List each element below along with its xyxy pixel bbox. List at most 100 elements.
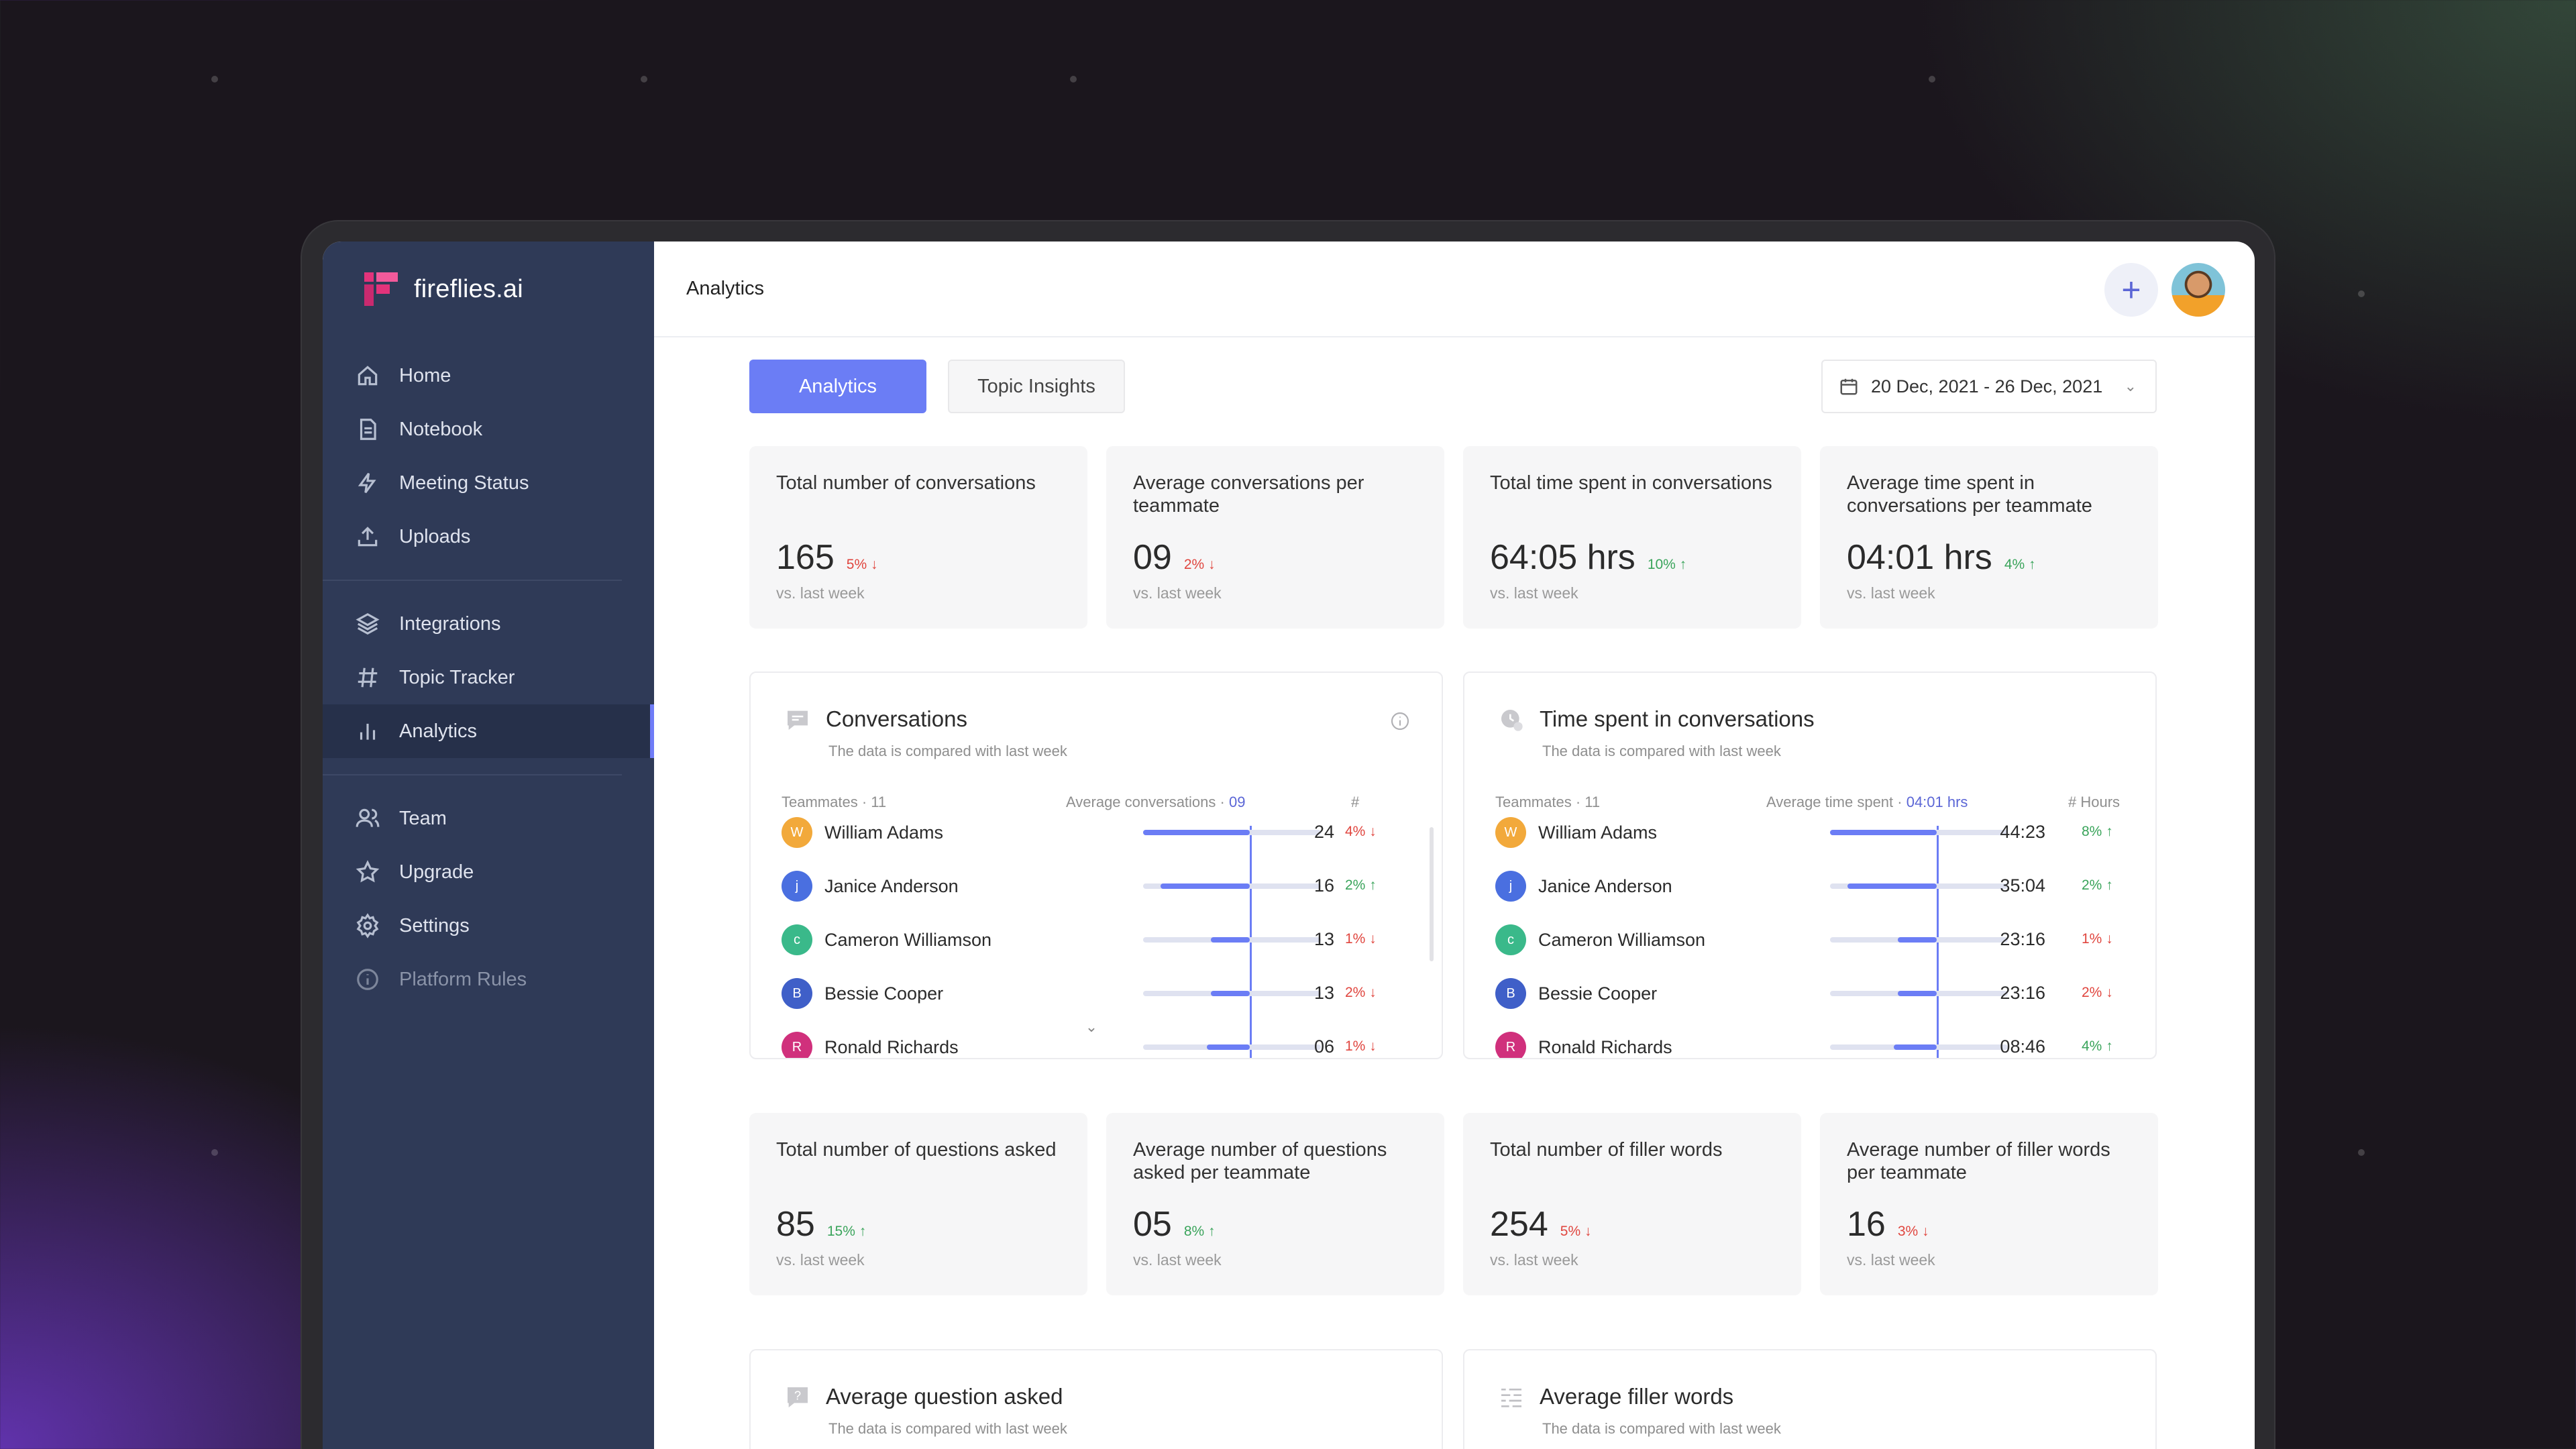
stat-card: Average time spent in conversations per …: [1820, 446, 2158, 629]
stat-delta: 3% ↓: [1897, 1224, 1929, 1239]
star-icon: [356, 860, 380, 883]
teammate-delta: 2% ↓: [1345, 985, 1377, 1000]
logo[interactable]: fireflies.ai: [363, 271, 523, 307]
stat-delta: 5% ↓: [1560, 1224, 1592, 1239]
teammate-value: 16: [1313, 875, 1334, 896]
teammate-row[interactable]: R Ronald Richards: [782, 1030, 959, 1058]
background-dot: [211, 1149, 218, 1156]
column-header-teammates: Teammates · 11: [782, 794, 887, 810]
date-range-picker[interactable]: 20 Dec, 2021 - 26 Dec, 2021 ⌄: [1821, 360, 2157, 413]
stat-value: 85: [776, 1205, 815, 1244]
stat-label: Total number of conversations: [776, 472, 1036, 494]
teammate-avatar: R: [1495, 1032, 1526, 1058]
teammate-row[interactable]: j Janice Anderson: [782, 869, 959, 903]
clock-user-icon: [1501, 710, 1523, 731]
teammate-name: Janice Anderson: [824, 875, 959, 896]
sidebar-item-upgrade[interactable]: Upgrade: [323, 845, 654, 899]
background-dot: [2358, 290, 2365, 297]
average-marker-line: [1937, 826, 1939, 1058]
sidebar-divider: [323, 774, 622, 775]
stat-label: Average time spent in conversations per …: [1847, 472, 2092, 517]
bar-fill: [1847, 883, 1937, 889]
info-icon[interactable]: [1389, 710, 1411, 732]
teammate-delta: 4% ↓: [1345, 824, 1377, 839]
stat-label: Total number of filler words: [1490, 1139, 1723, 1161]
stat-label: Total time spent in conversations: [1490, 472, 1772, 494]
stat-value: 254: [1490, 1205, 1548, 1244]
stat-compare-label: vs. last week: [1490, 1251, 1578, 1269]
teammate-row[interactable]: j Janice Anderson: [1495, 869, 1672, 903]
teammate-value: 23:16: [2000, 983, 2045, 1003]
sidebar-item-analytics[interactable]: Analytics: [323, 704, 654, 758]
tab-analytics[interactable]: Analytics: [749, 360, 926, 413]
bar-fill: [1207, 1044, 1250, 1050]
chevron-down-icon: ⌄: [2124, 378, 2137, 394]
avatar[interactable]: [2171, 263, 2225, 317]
teammate-row[interactable]: W William Adams: [782, 816, 943, 849]
sidebar-item-label: Settings: [399, 914, 470, 936]
sidebar-item-label: Notebook: [399, 418, 483, 440]
sidebar-item-meeting-status[interactable]: Meeting Status: [323, 456, 654, 510]
teammate-name: Bessie Cooper: [824, 983, 944, 1004]
fireflies-logo-icon: [364, 272, 398, 306]
stat-compare-label: vs. last week: [776, 1251, 865, 1269]
column-header-hours: # Hours: [2068, 794, 2121, 810]
stat-label: Average number of filler words per teamm…: [1847, 1139, 2110, 1183]
teammate-name: Janice Anderson: [1538, 875, 1672, 896]
sidebar-item-team[interactable]: Team: [323, 792, 654, 845]
panel-subtitle: The data is compared with last week: [1542, 1420, 1781, 1437]
conversations-panel: Conversations The data is compared with …: [749, 672, 1443, 1059]
layers-icon: [356, 612, 380, 635]
background-dot: [2358, 1149, 2365, 1156]
hashtag-icon: [358, 667, 378, 688]
teammate-name: Ronald Richards: [1538, 1036, 1672, 1057]
filler-words-icon: [1501, 1389, 1521, 1407]
teammate-name: Cameron Williamson: [824, 929, 992, 950]
svg-text:?: ?: [794, 1388, 801, 1402]
bar-chart-icon: [360, 723, 376, 740]
add-button[interactable]: +: [2104, 263, 2158, 317]
sidebar-divider: [323, 580, 622, 581]
teammate-row[interactable]: c Cameron Williamson: [1495, 923, 1705, 957]
date-range-value: 20 Dec, 2021 - 26 Dec, 2021: [1871, 376, 2103, 396]
sidebar-item-label: Integrations: [399, 612, 501, 635]
teammate-row[interactable]: R Ronald Richards: [1495, 1030, 1672, 1058]
expand-button[interactable]: ⌄: [1078, 1014, 1105, 1040]
teammate-avatar: j: [1495, 871, 1526, 902]
stat-card: Total time spent in conversations 64:05 …: [1463, 446, 1801, 629]
sidebar-item-settings[interactable]: Settings: [323, 899, 654, 953]
background-dot: [1929, 76, 1935, 83]
sidebar-item-notebook[interactable]: Notebook: [323, 402, 654, 456]
stat-value: 09: [1133, 538, 1172, 577]
sidebar-item-home[interactable]: Home: [323, 349, 654, 402]
teammate-value: 13: [1313, 983, 1334, 1003]
upload-icon: [358, 527, 378, 547]
teammate-avatar: B: [782, 978, 812, 1009]
teammate-row[interactable]: B Bessie Cooper: [782, 977, 943, 1010]
page-title: Analytics: [686, 278, 765, 299]
sidebar-item-topic-tracker[interactable]: Topic Tracker: [323, 651, 654, 704]
stat-delta: 8% ↑: [1183, 1224, 1216, 1239]
scrollbar[interactable]: [1430, 827, 1434, 961]
app-name: fireflies.ai: [414, 274, 523, 303]
sidebar-item-platform-rules[interactable]: Platform Rules: [323, 953, 654, 1006]
teammate-delta: 2% ↑: [2082, 877, 2113, 893]
sidebar-item-integrations[interactable]: Integrations: [323, 597, 654, 651]
teammate-delta: 1% ↓: [1345, 1038, 1377, 1054]
sidebar-item-uploads[interactable]: Uploads: [323, 510, 654, 564]
panel-subtitle: The data is compared with last week: [1542, 743, 1781, 759]
background-dot: [641, 76, 647, 83]
panel-title: Average filler words: [1540, 1384, 1734, 1409]
info-icon: [357, 969, 378, 990]
teammate-row[interactable]: B Bessie Cooper: [1495, 977, 1657, 1010]
teammate-row[interactable]: W William Adams: [1495, 816, 1657, 849]
stat-label: Average number of questions asked per te…: [1133, 1139, 1387, 1183]
panel-title: Average question asked: [826, 1384, 1063, 1409]
teammate-row[interactable]: c Cameron Williamson: [782, 923, 991, 957]
users-icon: [356, 808, 380, 827]
teammate-avatar: c: [1495, 924, 1526, 955]
sidebar-item-label: Uploads: [399, 525, 471, 547]
plus-icon: +: [2121, 271, 2141, 309]
tab-topic-insights[interactable]: Topic Insights: [948, 360, 1125, 413]
bar-fill: [1830, 830, 1937, 835]
